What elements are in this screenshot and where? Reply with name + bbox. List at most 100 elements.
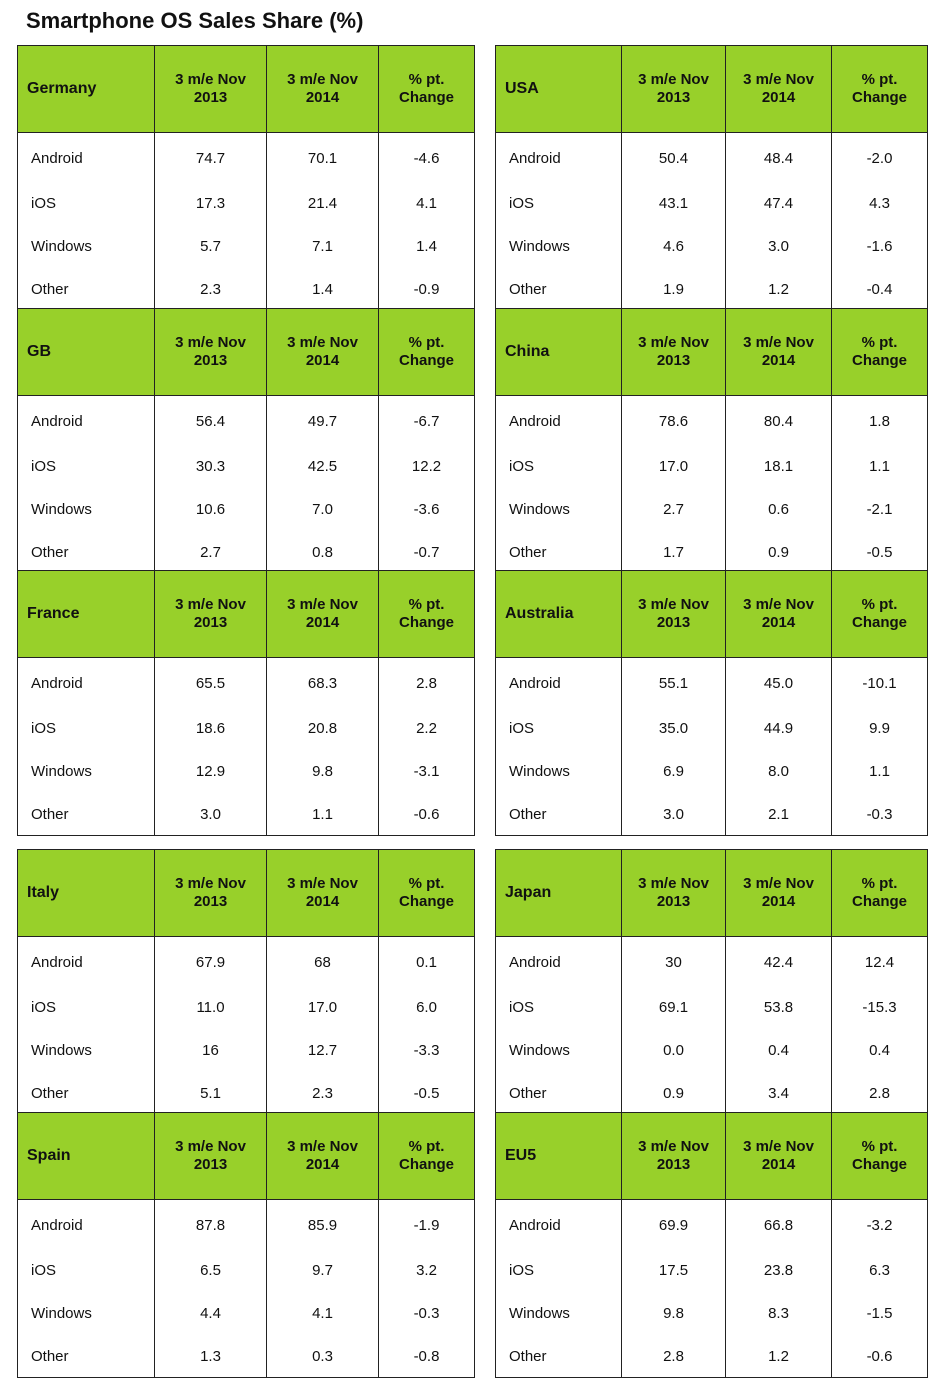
column-header-line: 3 m/e Nov [638,334,709,351]
value-change: -0.5 [378,1072,475,1115]
value-2014: 7.0 [266,488,379,531]
value-2014: 42.4 [725,936,832,986]
value-change: -0.5 [831,531,928,574]
table-row: Windows 6.9 8.0 1.1 [495,750,928,793]
table-row: Android 69.9 66.8 -3.2 [495,1199,928,1249]
value-change: 0.4 [831,1029,928,1072]
table-header-row: Australia 3 m/e Nov 2013 3 m/e Nov 2014% pt.… [495,570,928,658]
os-label: Android [495,395,622,445]
os-label: Android [495,936,622,986]
table-row: Other 3.0 1.1 -0.6 [17,793,475,836]
column-header: 3 m/e Nov 2014 [725,849,832,937]
table-header-row: USA 3 m/e Nov 2013 3 m/e Nov 2014% pt. Change [495,45,928,133]
column-header-line: 2014 [761,89,796,106]
column-header-line: 3 m/e Nov [287,596,358,613]
table-row: Windows 2.7 0.6 -2.1 [495,488,928,531]
column-header-line: 3 m/e Nov [287,875,358,892]
table-row: Other 0.9 3.4 2.8 [495,1072,928,1115]
table-eu5: EU5 3 m/e Nov 2013 3 m/e Nov 2014% pt. Change… [495,1112,928,1378]
value-change: -3.1 [378,750,475,793]
value-2014: 0.8 [266,531,379,574]
os-label: Windows [495,1029,622,1072]
value-2013: 65.5 [154,657,267,707]
os-label: Windows [17,1292,155,1335]
os-label: Android [17,936,155,986]
value-change: -15.3 [831,986,928,1029]
value-2013: 1.9 [621,268,726,311]
value-2014: 1.4 [266,268,379,311]
value-2014: 1.2 [725,268,832,311]
column-header-line: 3 m/e Nov [638,1138,709,1155]
value-change: 2.8 [378,657,475,707]
column-header: % pt. Change [378,45,475,133]
value-change: 12.4 [831,936,928,986]
value-2014: 70.1 [266,132,379,182]
value-2014: 9.8 [266,750,379,793]
column-header-line: 2014 [305,893,340,910]
column-header-line: 3 m/e Nov [638,71,709,88]
value-change: 2.8 [831,1072,928,1115]
table-header-row: Germany 3 m/e Nov 2013 3 m/e Nov 2014% pt. Ch… [17,45,475,133]
value-2013: 69.1 [621,986,726,1029]
table-row: Windows 4.6 3.0 -1.6 [495,225,928,268]
os-label: Other [17,268,155,311]
region-label: Italy [17,849,155,937]
table-spain: Spain 3 m/e Nov 2013 3 m/e Nov 2014% pt. Chan… [17,1112,475,1378]
os-label: iOS [495,1249,622,1292]
value-2013: 56.4 [154,395,267,445]
value-2014: 80.4 [725,395,832,445]
value-change: 1.4 [378,225,475,268]
value-2014: 49.7 [266,395,379,445]
value-2013: 16 [154,1029,267,1072]
value-2013: 69.9 [621,1199,726,1249]
table-row: Windows 10.6 7.0 -3.6 [17,488,475,531]
column-header-line: % pt. [408,596,445,613]
value-2013: 6.5 [154,1249,267,1292]
value-2013: 2.7 [154,531,267,574]
value-2014: 17.0 [266,986,379,1029]
value-change: -6.7 [378,395,475,445]
value-2014: 66.8 [725,1199,832,1249]
table-header-row: EU5 3 m/e Nov 2013 3 m/e Nov 2014% pt. Change [495,1112,928,1200]
table-china: China 3 m/e Nov 2013 3 m/e Nov 2014% pt. Chan… [495,308,928,574]
column-header-line: Change [398,89,454,106]
table-germany: Germany 3 m/e Nov 2013 3 m/e Nov 2014% pt. Ch… [17,45,475,311]
value-2013: 17.5 [621,1249,726,1292]
value-change: -0.8 [378,1335,475,1378]
table-row: iOS 43.1 47.4 4.3 [495,182,928,225]
value-2013: 78.6 [621,395,726,445]
column-header-line: 3 m/e Nov [743,875,814,892]
value-2013: 67.9 [154,936,267,986]
value-change: 4.3 [831,182,928,225]
value-2013: 9.8 [621,1292,726,1335]
value-2014: 0.3 [266,1335,379,1378]
table-row: Other 1.9 1.2 -0.4 [495,268,928,311]
column-header-line: 2013 [656,89,691,106]
column-header-line: 2014 [305,89,340,106]
value-2013: 30 [621,936,726,986]
os-label: Windows [17,750,155,793]
value-2013: 0.9 [621,1072,726,1115]
os-label: iOS [17,445,155,488]
value-2014: 3.4 [725,1072,832,1115]
column-header-line: 2014 [761,1156,796,1173]
column-header-line: 2013 [656,614,691,631]
column-header-line: 2014 [305,352,340,369]
value-change: -3.3 [378,1029,475,1072]
os-label: Other [495,531,622,574]
value-2013: 35.0 [621,707,726,750]
os-label: Windows [495,1292,622,1335]
table-japan: Japan 3 m/e Nov 2013 3 m/e Nov 2014% pt. Chan… [495,849,928,1115]
value-2014: 53.8 [725,986,832,1029]
column-header: % pt. Change [831,308,928,396]
table-row: Android 87.8 85.9 -1.9 [17,1199,475,1249]
value-2013: 3.0 [154,793,267,836]
table-france: France 3 m/e Nov 2013 3 m/e Nov 2014% pt. Cha… [17,570,475,836]
column-header: % pt. Change [831,45,928,133]
value-2014: 23.8 [725,1249,832,1292]
table-row: Windows 16 12.7 -3.3 [17,1029,475,1072]
value-change: -0.6 [831,1335,928,1378]
column-header: % pt. Change [378,849,475,937]
column-header-line: % pt. [861,1138,898,1155]
value-change: -10.1 [831,657,928,707]
